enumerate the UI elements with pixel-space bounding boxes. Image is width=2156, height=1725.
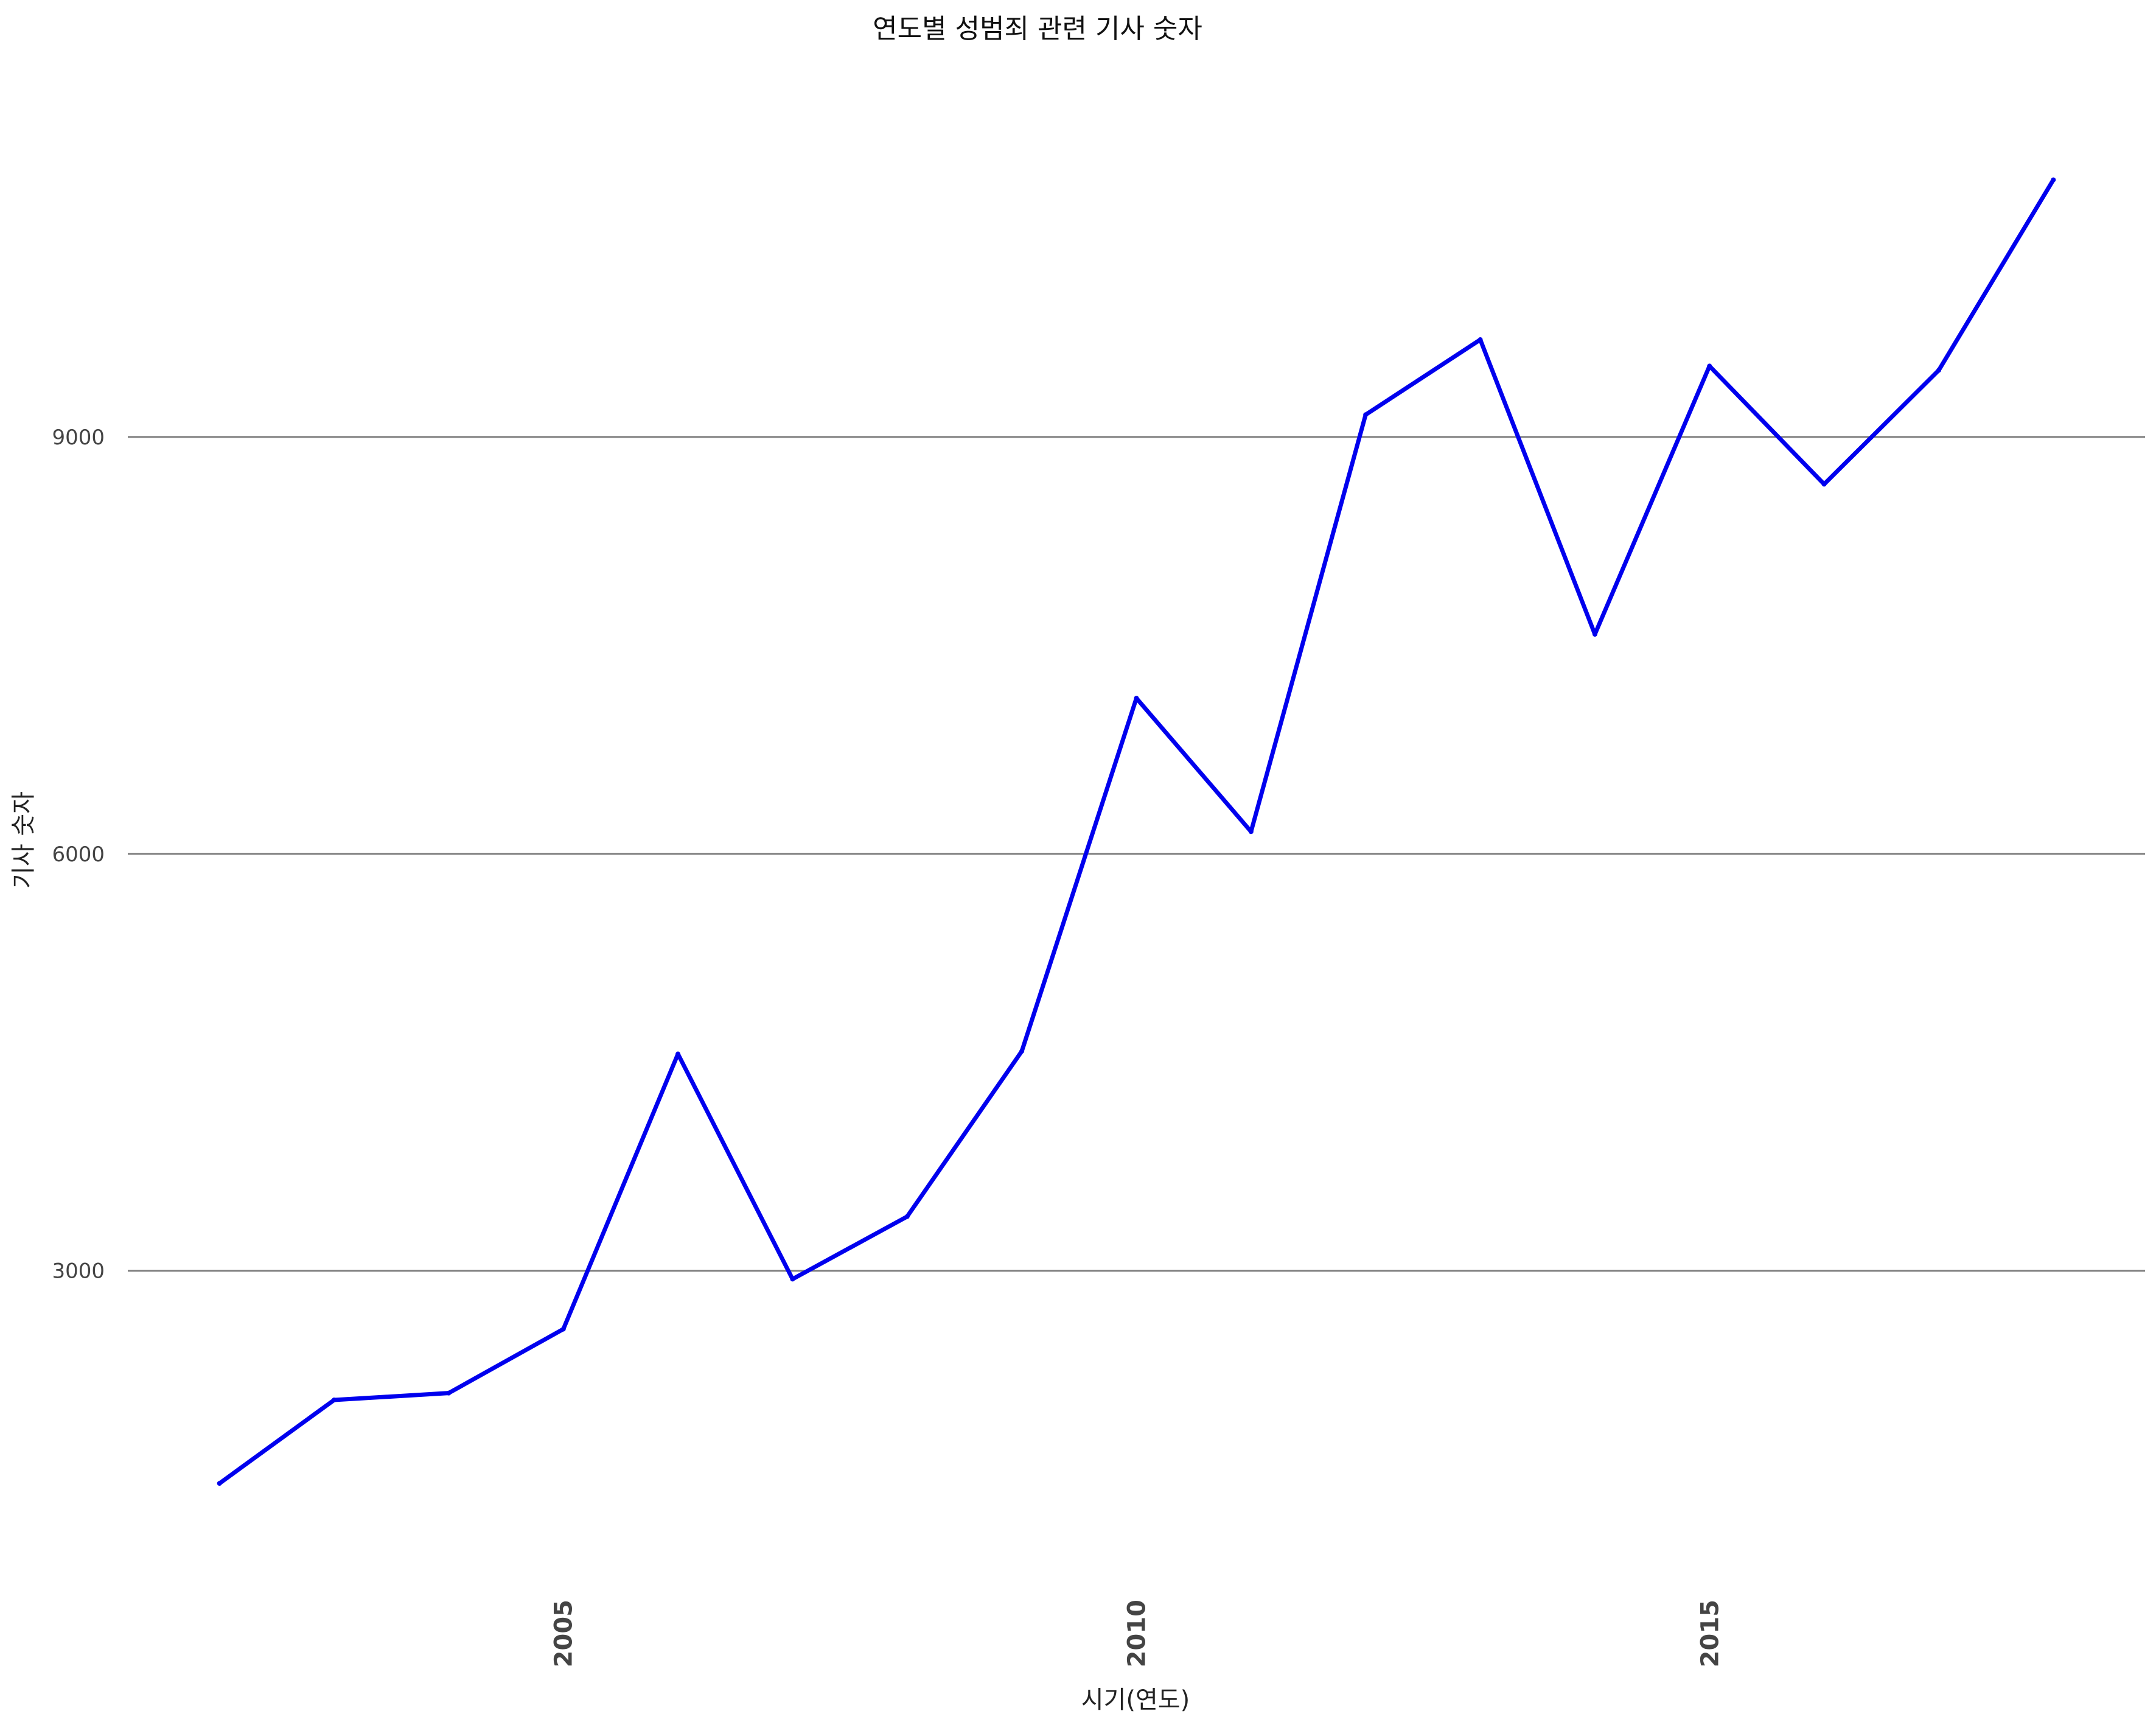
data-point-2008 bbox=[904, 1214, 910, 1219]
grid-lines bbox=[128, 436, 2145, 1272]
data-point-2012 bbox=[1363, 412, 1369, 418]
x-axis-ticks: 2005 2010 2015 bbox=[550, 1600, 1725, 1667]
y-axis-ticks: 3000 6000 9000 bbox=[52, 425, 105, 1284]
x-axis-label: 시기(연도) bbox=[1081, 1686, 1190, 1714]
x-tick-label: 2015 bbox=[1696, 1600, 1724, 1667]
series-layer bbox=[217, 177, 2056, 1486]
chart-title: 연도별 성범죄 관련 기사 숫자 bbox=[873, 13, 1202, 44]
data-point-2010 bbox=[1134, 696, 1139, 701]
data-point-2018 bbox=[2051, 177, 2056, 183]
x-tick-label: 2010 bbox=[1123, 1600, 1151, 1667]
data-point-2004 bbox=[446, 1390, 452, 1396]
data-point-2016 bbox=[1821, 481, 1827, 487]
data-point-2013 bbox=[1477, 337, 1483, 343]
series-line bbox=[217, 177, 2056, 1486]
data-point-2006 bbox=[675, 1051, 681, 1057]
data-point-2015 bbox=[1707, 363, 1712, 369]
data-point-2005 bbox=[560, 1326, 566, 1332]
data-point-2007 bbox=[790, 1276, 795, 1282]
y-tick-label: 6000 bbox=[52, 842, 105, 867]
data-point-2003 bbox=[332, 1398, 337, 1403]
data-point-2014 bbox=[1592, 632, 1597, 637]
y-axis-label: 기사 숫자 bbox=[10, 791, 38, 889]
y-tick-label: 9000 bbox=[52, 425, 105, 450]
data-point-2002 bbox=[217, 1481, 222, 1486]
x-tick-label: 2005 bbox=[550, 1600, 578, 1667]
data-point-2011 bbox=[1248, 829, 1254, 835]
y-tick-label: 3000 bbox=[52, 1259, 105, 1284]
data-point-2017 bbox=[1936, 368, 1941, 373]
data-point-2009 bbox=[1019, 1048, 1025, 1054]
